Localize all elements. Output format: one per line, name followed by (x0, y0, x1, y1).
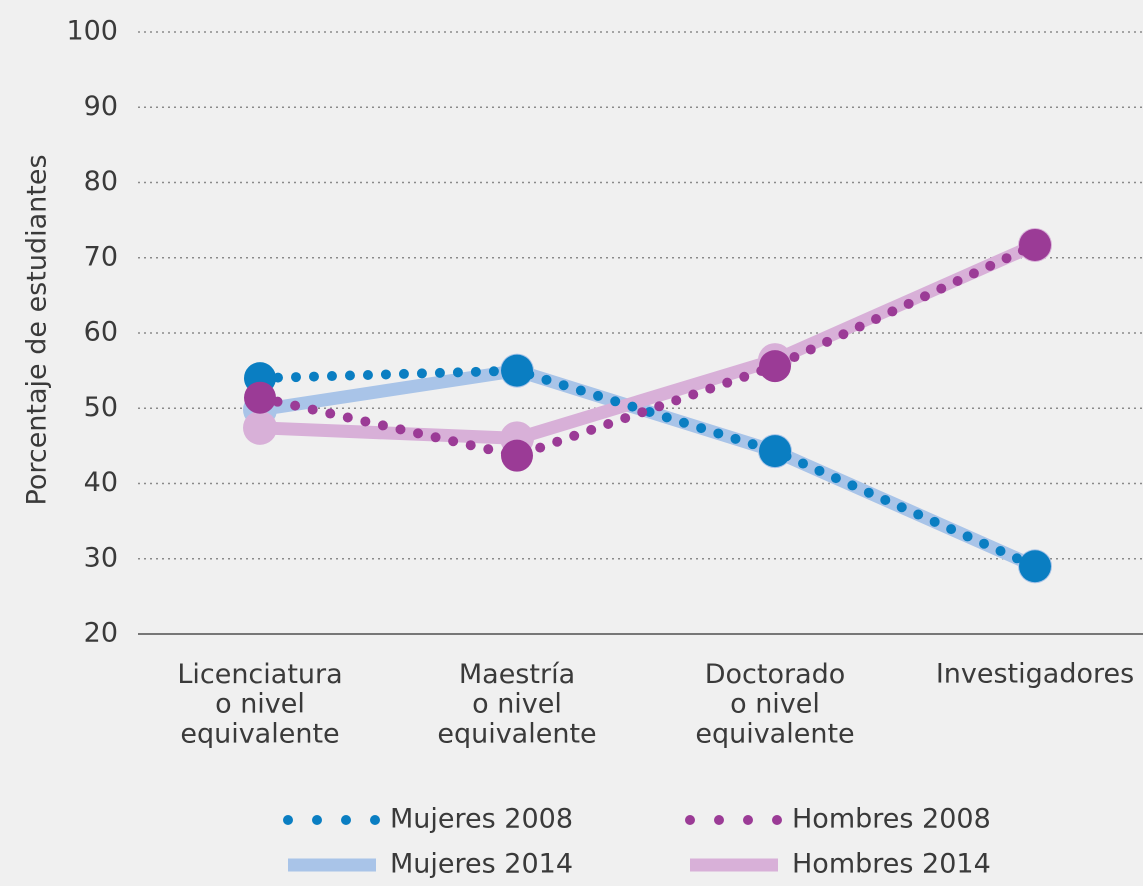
x-tick-label: Investigadores (936, 659, 1134, 690)
legend-label: Mujeres 2008 (390, 804, 573, 835)
y-tick-label: 30 (84, 542, 118, 573)
point (1019, 228, 1051, 261)
y-axis-label: Porcentaje de estudiantes (22, 154, 53, 505)
y-tick-label: 100 (66, 16, 118, 47)
y-tick-label: 50 (84, 392, 118, 423)
point (759, 435, 791, 468)
x-tick-label: Maestría o nivel equivalente (437, 659, 596, 749)
y-tick-label: 60 (84, 317, 118, 348)
legend-label: Mujeres 2014 (390, 849, 573, 880)
point (501, 439, 533, 472)
y-tick-label: 80 (84, 166, 118, 197)
y-tick-label: 40 (84, 467, 118, 498)
point (244, 381, 276, 414)
series-line (255, 239, 1040, 461)
y-tick-label: 90 (84, 91, 118, 122)
y-tick-label: 70 (84, 241, 118, 272)
point (243, 410, 277, 445)
point (1019, 550, 1051, 583)
point (501, 354, 533, 387)
x-tick-label: Doctorado o nivel equivalente (695, 659, 854, 749)
x-tick-label: Licenciatura o nivel equivalente (177, 659, 342, 749)
point (759, 350, 791, 383)
legend-label: Hombres 2008 (792, 804, 991, 835)
y-tick-label: 20 (84, 618, 118, 649)
legend-label: Hombres 2014 (792, 849, 991, 880)
